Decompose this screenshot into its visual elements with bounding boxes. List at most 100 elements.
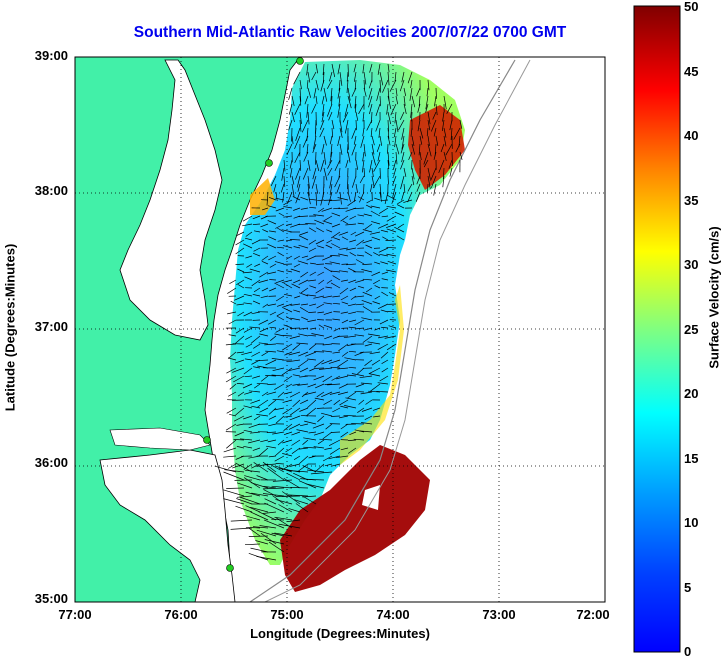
velocity-vector xyxy=(347,303,357,307)
velocity-vector xyxy=(351,373,365,377)
velocity-vector xyxy=(267,243,277,249)
velocity-vector xyxy=(283,206,293,209)
velocity-vector xyxy=(380,199,389,201)
velocity-vector xyxy=(285,447,293,453)
velocity-vector xyxy=(283,477,301,489)
velocity-vector xyxy=(354,231,365,237)
velocity-vector xyxy=(271,464,285,473)
velocity-vector xyxy=(243,445,253,449)
velocity-vector xyxy=(355,259,365,265)
velocity-vector xyxy=(298,351,309,357)
velocity-vector xyxy=(273,183,277,193)
velocity-vector xyxy=(300,414,309,417)
velocity-vector xyxy=(341,301,349,305)
velocity-vector xyxy=(337,197,349,201)
velocity-vector xyxy=(263,519,285,529)
velocity-vector xyxy=(371,135,375,146)
velocity-vector xyxy=(320,191,325,206)
velocity-vector xyxy=(362,63,365,74)
velocity-vector xyxy=(387,71,390,86)
velocity-vector xyxy=(319,127,325,138)
velocity-vector xyxy=(283,199,293,206)
velocity-vector xyxy=(375,103,381,117)
velocity-vector xyxy=(347,391,357,399)
velocity-vector xyxy=(433,183,437,196)
velocity-vector xyxy=(268,236,277,241)
velocity-vector xyxy=(323,151,327,165)
albemarle-sound xyxy=(109,427,211,451)
velocity-vector xyxy=(345,159,349,168)
velocity-vector xyxy=(339,399,349,406)
velocity-vector xyxy=(328,111,333,121)
velocity-vector xyxy=(272,367,285,372)
velocity-vector xyxy=(300,399,309,405)
velocity-vector xyxy=(328,455,341,460)
velocity-vector xyxy=(355,303,365,306)
velocity-vector xyxy=(327,159,333,169)
velocity-vector xyxy=(298,333,309,337)
velocity-vector xyxy=(321,412,333,417)
velocity-vector xyxy=(236,423,245,426)
velocity-vector xyxy=(290,303,301,306)
velocity-vector xyxy=(293,246,301,249)
velocity-vector xyxy=(227,311,237,315)
velocity-vector xyxy=(253,462,269,473)
velocity-vector xyxy=(339,415,349,419)
velocity-vector xyxy=(393,127,397,138)
velocity-vector xyxy=(346,79,349,94)
velocity-vector xyxy=(283,159,286,172)
velocity-vector xyxy=(314,219,325,225)
velocity-vector xyxy=(341,319,349,324)
radar-site-icon xyxy=(296,57,304,65)
velocity-vector xyxy=(345,223,357,226)
velocity-vector xyxy=(365,287,373,293)
velocity-vector xyxy=(443,167,445,180)
velocity-vector xyxy=(244,475,261,481)
velocity-vector xyxy=(302,167,309,180)
velocity-vector xyxy=(356,239,365,246)
velocity-vector xyxy=(361,159,365,173)
velocity-vector xyxy=(376,143,381,153)
velocity-vector xyxy=(283,415,293,418)
velocity-vector xyxy=(341,236,349,241)
velocity-vector xyxy=(234,431,245,437)
velocity-vector xyxy=(233,375,245,383)
velocity-vector xyxy=(346,374,357,377)
velocity-vector xyxy=(401,71,405,83)
velocity-vector xyxy=(268,319,277,325)
velocity-vector xyxy=(396,235,405,241)
velocity-vector xyxy=(419,151,422,161)
velocity-vector xyxy=(411,111,413,122)
velocity-vector xyxy=(314,351,325,353)
velocity-vector xyxy=(363,71,367,85)
velocity-vector xyxy=(357,196,365,201)
velocity-vector xyxy=(435,103,438,116)
velocity-vector xyxy=(419,135,423,145)
velocity-vector xyxy=(380,229,389,233)
velocity-vector xyxy=(375,119,381,132)
velocity-vector xyxy=(329,175,333,189)
colorbar-tick-label: 10 xyxy=(684,515,699,530)
velocity-vector xyxy=(282,335,293,337)
velocity-vector xyxy=(394,211,405,217)
velocity-vector xyxy=(288,119,293,131)
velocity-vector xyxy=(306,143,309,154)
velocity-vector xyxy=(246,263,253,268)
velocity-vector xyxy=(301,495,317,505)
velocity-vector xyxy=(359,191,365,203)
velocity-vector xyxy=(268,255,277,261)
velocity-vector xyxy=(315,287,325,294)
velocity-vector xyxy=(289,167,293,178)
velocity-vector xyxy=(379,135,383,146)
velocity-vector xyxy=(411,175,415,186)
velocity-vector xyxy=(267,220,277,225)
velocity-vector xyxy=(262,229,269,233)
velocity-vector xyxy=(347,95,352,109)
velocity-vector xyxy=(325,286,333,289)
velocity-vector xyxy=(299,423,309,427)
velocity-vector xyxy=(292,374,301,377)
x-tick-label: 74:00 xyxy=(376,607,410,622)
velocity-vector xyxy=(374,327,381,331)
velocity-vector xyxy=(250,399,261,404)
